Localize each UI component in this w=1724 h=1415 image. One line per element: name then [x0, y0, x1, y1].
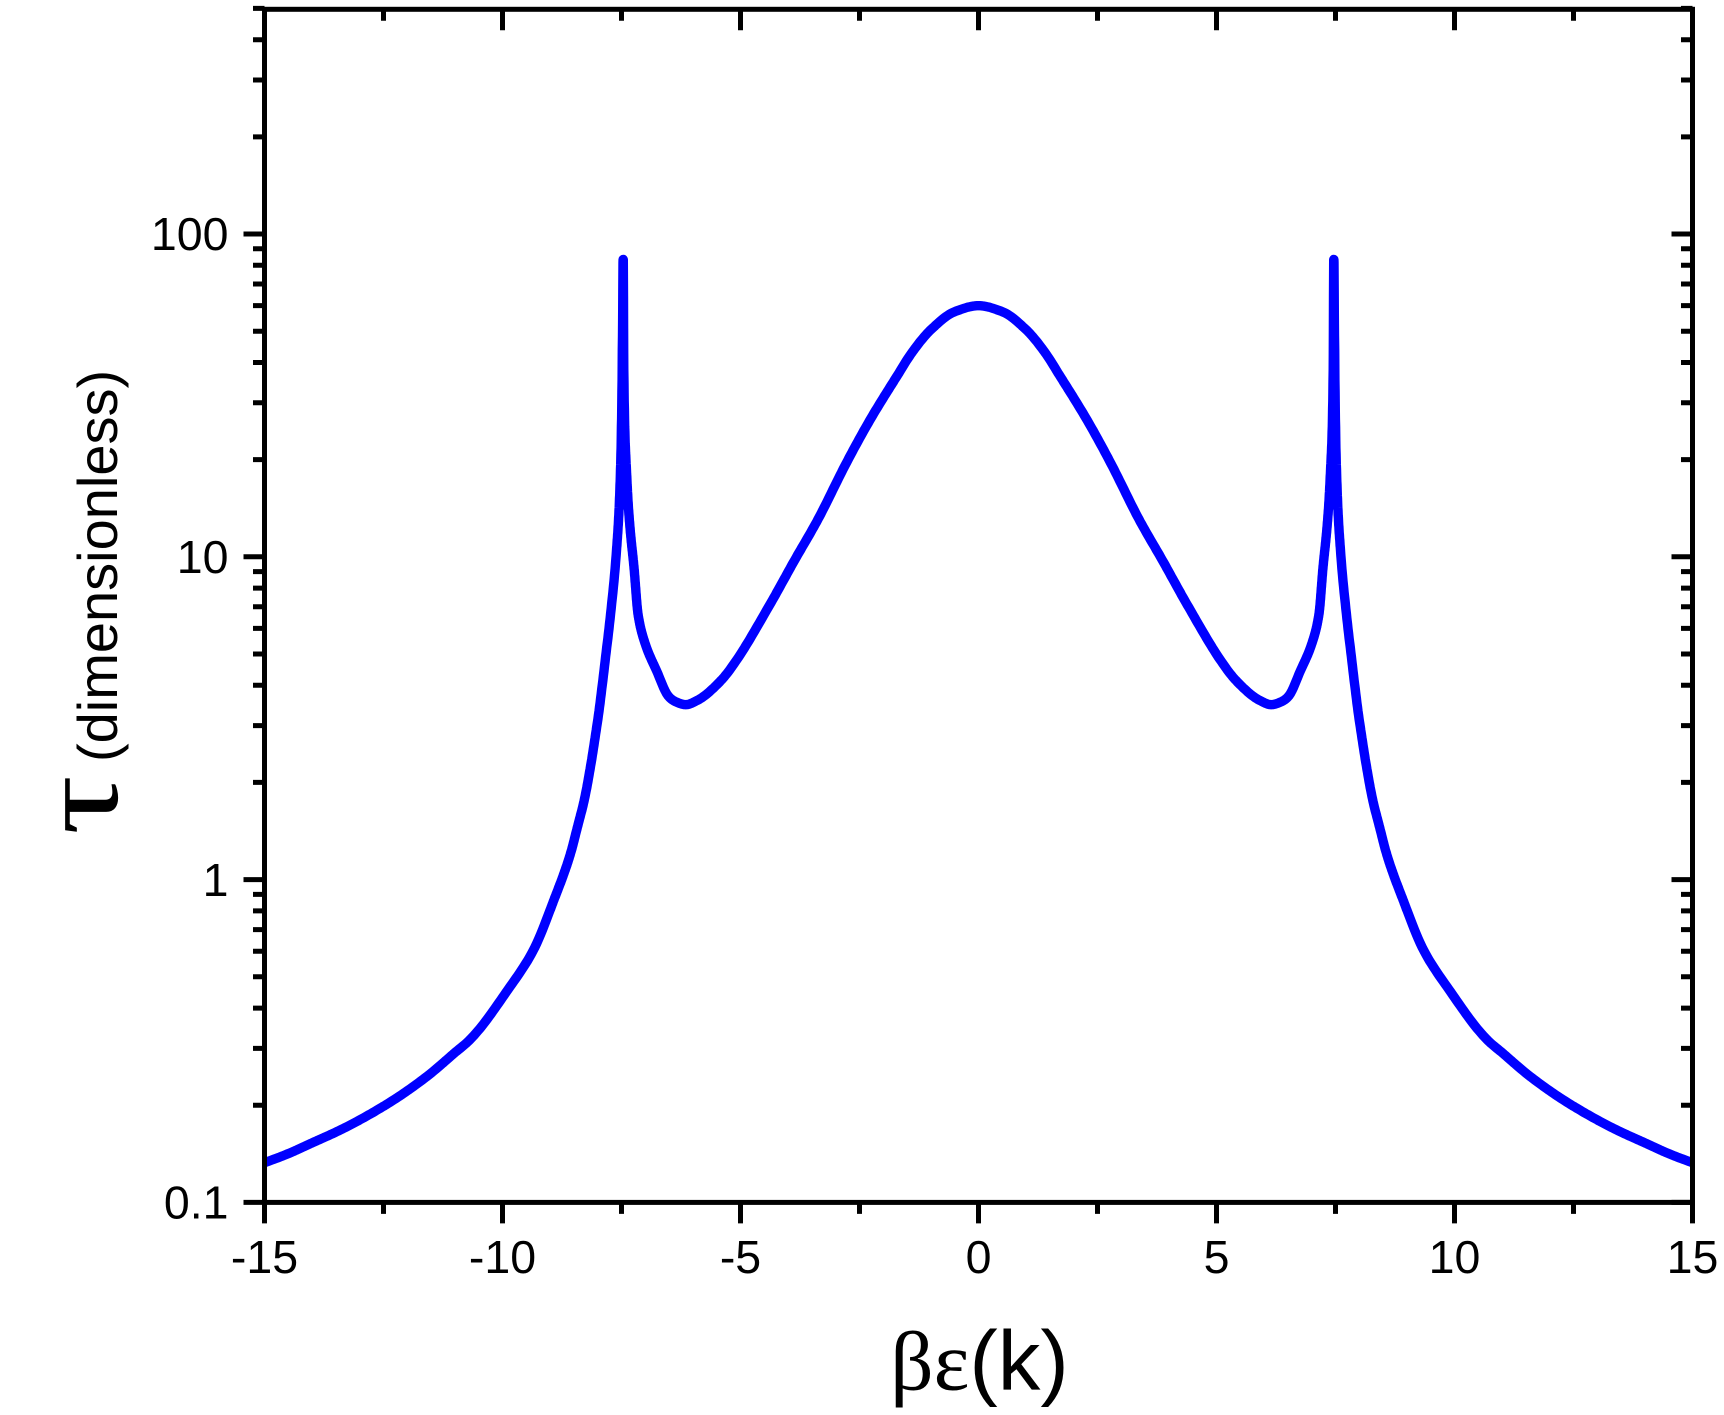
- svg-text:10: 10: [1429, 1231, 1481, 1283]
- svg-text:15: 15: [1667, 1231, 1719, 1283]
- svg-text:100: 100: [151, 208, 229, 260]
- svg-text:1: 1: [203, 854, 229, 906]
- svg-text:10: 10: [177, 531, 229, 583]
- svg-text:-15: -15: [231, 1231, 298, 1283]
- svg-text:0.1: 0.1: [164, 1177, 229, 1229]
- svg-text:0: 0: [966, 1231, 992, 1283]
- svg-text:5: 5: [1204, 1231, 1230, 1283]
- svg-text:-5: -5: [720, 1231, 761, 1283]
- svg-text:τ: τ: [16, 775, 142, 835]
- svg-text:(dimensionless): (dimensionless): [66, 370, 129, 762]
- svg-text:βε(k): βε(k): [890, 1313, 1069, 1408]
- svg-text:-10: -10: [469, 1231, 536, 1283]
